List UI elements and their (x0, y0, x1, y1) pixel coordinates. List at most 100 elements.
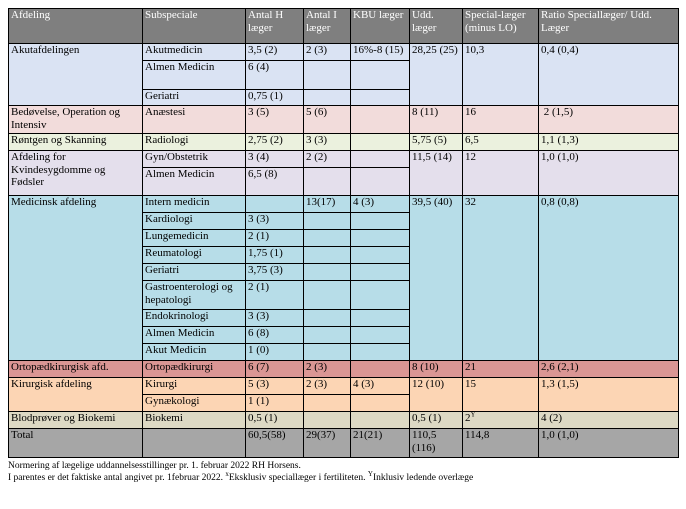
kbu-cell (350, 229, 410, 247)
table-row: Røntgen og Skanning Radiologi 2,75 (2) 3… (8, 133, 679, 151)
antal-h-cell: 2 (1) (245, 229, 304, 247)
antal-h-cell: 1 (0) (245, 343, 304, 361)
kbu-cell (350, 167, 410, 196)
antal-h-cell: 3 (3) (245, 212, 304, 230)
subspeciale-cell: Gyn/Obstetrik (142, 150, 246, 168)
kbu-cell: 21(21) (350, 428, 410, 458)
kbu-cell (350, 360, 410, 378)
antal-h-cell: 6 (8) (245, 326, 304, 344)
subspeciale-cell: Akut Medicin (142, 343, 246, 361)
footnote-y-marker: Y (470, 411, 476, 419)
special-cell: 6,5 (462, 133, 539, 151)
kbu-cell (350, 105, 410, 134)
special-cell: 12 (462, 150, 539, 196)
subspeciale-cell: Biokemi (142, 411, 246, 429)
special-cell: 2Y (462, 411, 539, 429)
kbu-cell (350, 394, 410, 412)
header-antal-h: Antal H læger (245, 8, 304, 44)
antal-i-cell (303, 343, 351, 361)
antal-i-cell (303, 309, 351, 327)
subspeciale-cell: Reumatologi (142, 246, 246, 264)
special-value: 2 (465, 412, 471, 425)
antal-h-cell: 2,75 (2) (245, 133, 304, 151)
subspeciale-cell: Lungemedicin (142, 229, 246, 247)
footnote-y-marker: Y (367, 469, 373, 478)
footnote-text-a: I parentes er det faktiske antal angivet… (8, 472, 226, 483)
antal-h-cell: 3 (4) (245, 150, 304, 168)
antal-h-cell: 3 (5) (245, 105, 304, 134)
subspeciale-cell: Endokrinologi (142, 309, 246, 327)
antal-h-cell: 6 (4) (245, 60, 304, 90)
antal-i-cell (303, 263, 351, 281)
ratio-cell: 1,0 (1,0) (538, 428, 679, 458)
subspeciale-cell: Gastroenterologi og hepatologi (142, 280, 246, 310)
antal-i-cell (303, 60, 351, 90)
subspeciale-cell: Kardiologi (142, 212, 246, 230)
footnotes: Normering af lægelige uddannelsesstillin… (8, 461, 678, 484)
udd-cell: 5,75 (5) (409, 133, 463, 151)
footnote-line-1: Normering af lægelige uddannelsesstillin… (8, 461, 301, 471)
udd-cell: 28,25 (25) (409, 43, 463, 106)
udd-cell: 0,5 (1) (409, 411, 463, 429)
header-ratio: Ratio Speciallæger/ Udd. Læger (538, 8, 679, 44)
afdeling-cell: Bedøvelse, Operation og Intensiv (8, 105, 143, 134)
subspeciale-cell: Akutmedicin (142, 43, 246, 61)
antal-i-cell: 2 (3) (303, 43, 351, 61)
antal-h-cell: 6,5 (8) (245, 167, 304, 196)
document: Afdeling Subspeciale Antal H læger Antal… (8, 8, 679, 484)
antal-h-cell: 1,75 (1) (245, 246, 304, 264)
special-cell: 15 (462, 377, 539, 412)
subspeciale-cell: Radiologi (142, 133, 246, 151)
kbu-cell (350, 89, 410, 106)
footnote-text-b: Eksklusiv speciallæger i fertiliteten. (228, 472, 368, 483)
header-special: Special-læger (minus LO) (462, 8, 539, 44)
antal-i-cell (303, 280, 351, 310)
ratio-cell: 0,4 (0,4) (538, 43, 679, 106)
antal-i-cell (303, 167, 351, 196)
kbu-cell (350, 343, 410, 361)
header-subspeciale: Subspeciale (142, 8, 246, 44)
header-afdeling: Afdeling (8, 8, 143, 44)
subspeciale-cell (142, 428, 246, 458)
ratio-cell: 0,8 (0,8) (538, 195, 679, 361)
antal-i-cell: 2 (2) (303, 150, 351, 168)
antal-h-cell: 3,5 (2) (245, 43, 304, 61)
antal-i-cell (303, 394, 351, 412)
special-cell: 21 (462, 360, 539, 378)
ratio-cell: 2,6 (2,1) (538, 360, 679, 378)
antal-h-cell: 3,75 (3) (245, 263, 304, 281)
kbu-cell: 16%-8 (15) (350, 43, 410, 61)
antal-i-cell: 5 (6) (303, 105, 351, 134)
kbu-cell (350, 212, 410, 230)
afdeling-cell: Akutafdelingen (8, 43, 143, 106)
udd-cell: 39,5 (40) (409, 195, 463, 361)
udd-cell: 12 (10) (409, 377, 463, 412)
kbu-cell (350, 133, 410, 151)
kbu-cell (350, 326, 410, 344)
afdeling-cell: Ortopædkirurgisk afd. (8, 360, 143, 378)
udd-cell: 8 (10) (409, 360, 463, 378)
special-cell: 114,8 (462, 428, 539, 458)
antal-i-cell (303, 326, 351, 344)
kbu-cell (350, 246, 410, 264)
antal-i-cell: 2 (3) (303, 360, 351, 378)
antal-i-cell: 13(17) (303, 195, 351, 213)
afdeling-cell: Røntgen og Skanning (8, 133, 143, 151)
subspeciale-cell: Almen Medicin (142, 326, 246, 344)
antal-h-cell: 3 (3) (245, 309, 304, 327)
ratio-cell: 1,3 (1,5) (538, 377, 679, 412)
afdeling-cell: Afdeling for Kvindesygdomme og Fødsler (8, 150, 143, 196)
kbu-cell (350, 263, 410, 281)
antal-i-cell (303, 411, 351, 429)
subspeciale-cell: Ortopædkirurgi (142, 360, 246, 378)
special-cell: 16 (462, 105, 539, 134)
antal-i-cell (303, 212, 351, 230)
subspeciale-cell: Geriatri (142, 263, 246, 281)
total-label: Total (8, 428, 143, 458)
ratio-cell: 1,0 (1,0) (538, 150, 679, 196)
subspeciale-cell: Anæstesi (142, 105, 246, 134)
ratio-cell: 4 (2) (538, 411, 679, 429)
antal-h-cell: 1 (1) (245, 394, 304, 412)
antal-i-cell (303, 246, 351, 264)
special-cell: 10,3 (462, 43, 539, 106)
